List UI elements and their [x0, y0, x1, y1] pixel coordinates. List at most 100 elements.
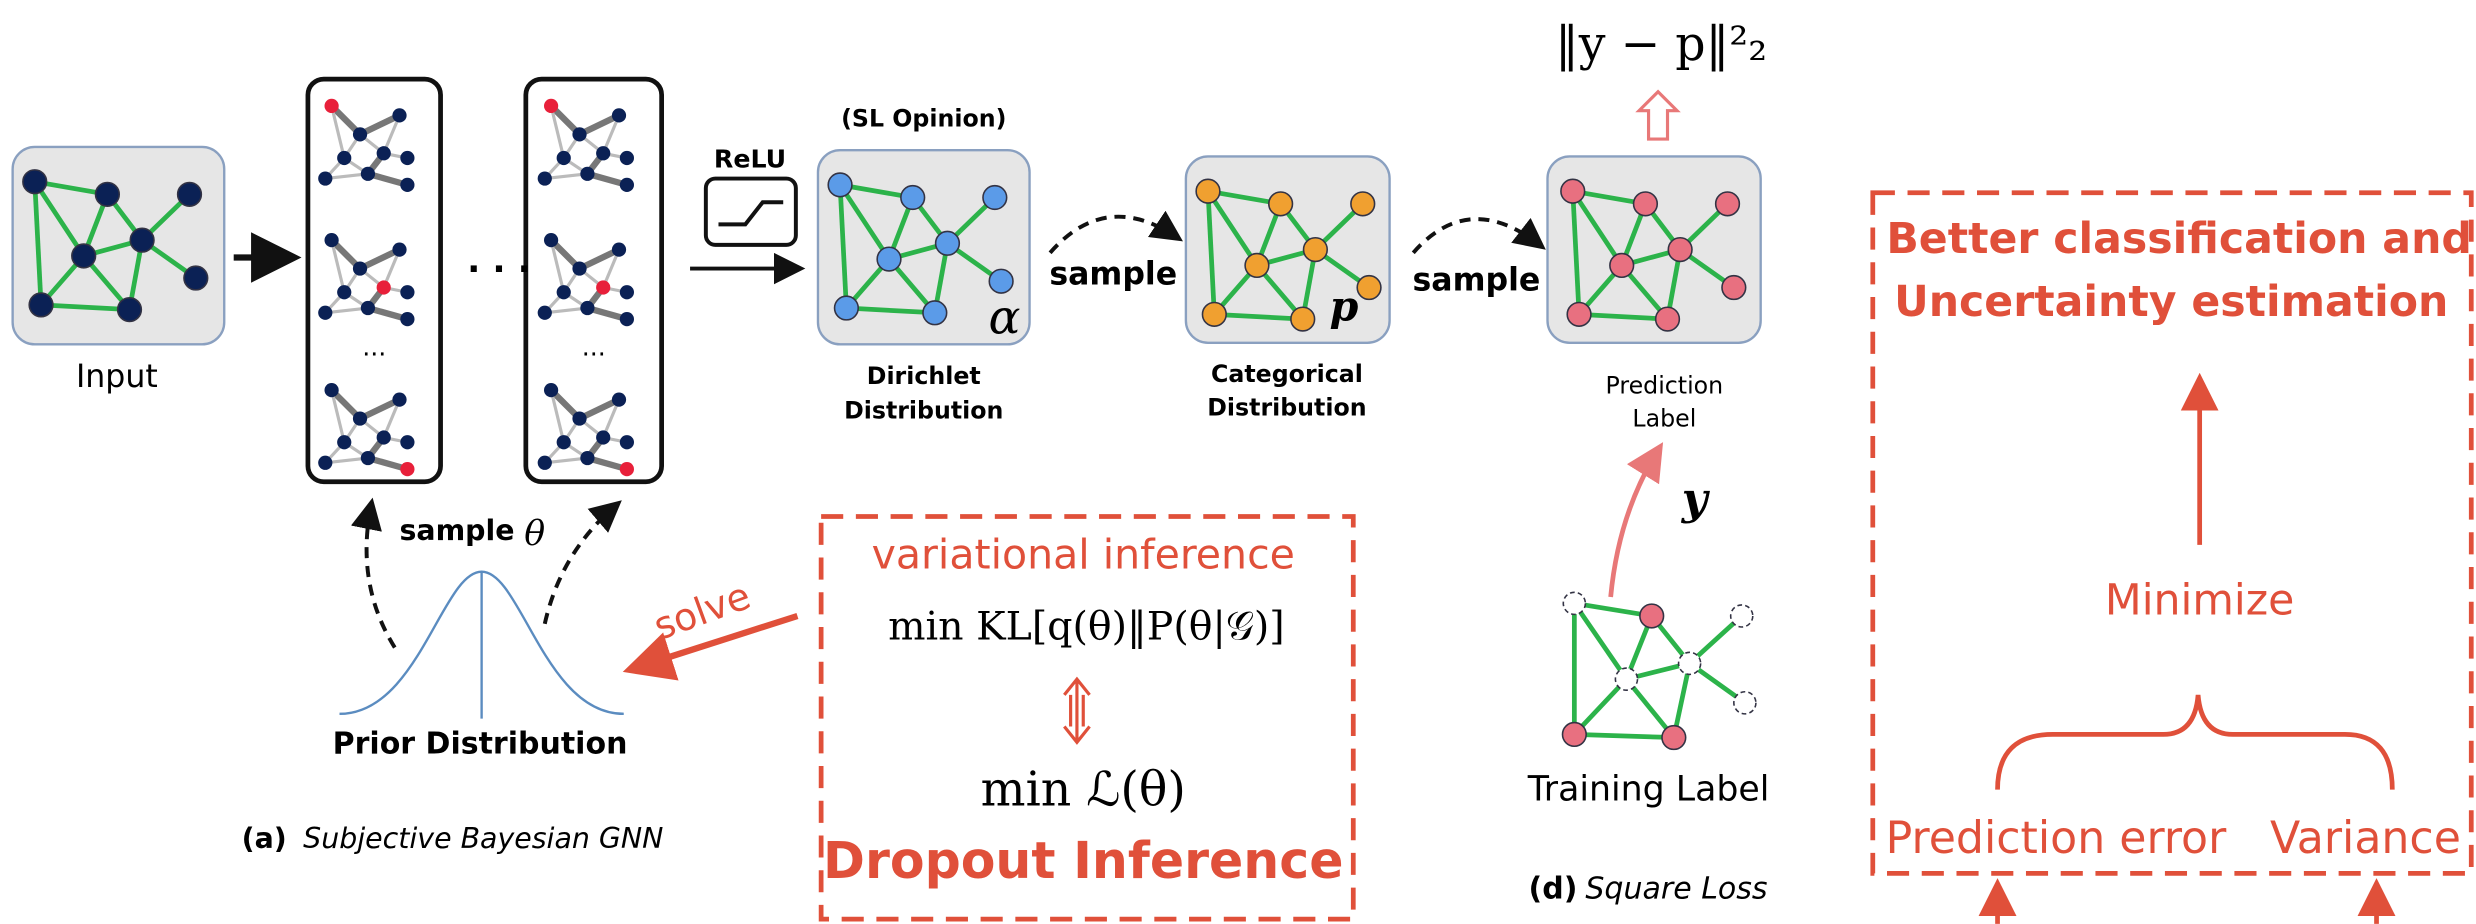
- caption-tag: (a): [242, 822, 287, 855]
- graph-part: [580, 451, 594, 465]
- caption-tag: (d): [1529, 872, 1578, 907]
- graph-part: [1196, 179, 1220, 203]
- graph-part: [118, 298, 142, 322]
- graph-part: [1202, 303, 1226, 327]
- graph-part: [325, 99, 339, 113]
- graph-part: [377, 430, 391, 444]
- graph-part: [580, 167, 594, 181]
- graph-part: [318, 171, 332, 185]
- graph-part: [72, 244, 96, 268]
- formula: min ℒ(θ): [981, 762, 1186, 817]
- graph-part: [178, 183, 202, 207]
- graph-part: [572, 127, 586, 141]
- graph-part: [392, 393, 406, 407]
- label: Variance: [2270, 813, 2461, 864]
- graph-part: [361, 301, 375, 315]
- label: sample: [400, 514, 515, 547]
- label: Label: [1632, 404, 1696, 432]
- graph-part: [544, 99, 558, 113]
- graph-part: [1634, 192, 1658, 216]
- ellipsis: ...: [582, 332, 606, 361]
- graph-part: [1734, 692, 1756, 714]
- graph-part: [337, 151, 351, 165]
- label: ReLU: [714, 145, 786, 174]
- graph-part: [1574, 603, 1626, 679]
- graph-part: [612, 243, 626, 257]
- graph-part: [1640, 604, 1664, 628]
- graph-part: [1567, 303, 1591, 327]
- graph-part: [392, 243, 406, 257]
- symbol: p: [1330, 282, 1359, 331]
- graph-part: [612, 393, 626, 407]
- graph-part: [1679, 652, 1701, 674]
- graph-part: [936, 231, 960, 255]
- graph-part: [337, 285, 351, 299]
- label: Prior Distribution: [333, 726, 628, 761]
- graph-part: [400, 435, 414, 449]
- symbol: y: [1681, 472, 1711, 524]
- label: Prediction: [1606, 371, 1724, 399]
- label: variational inference: [872, 531, 1295, 579]
- graph-part: [1574, 734, 1673, 737]
- graph-part: [620, 285, 634, 299]
- graph-part: [620, 178, 634, 192]
- caption: Square Loss: [1585, 872, 1767, 907]
- graph-part: [377, 280, 391, 294]
- graph-part: [337, 435, 351, 449]
- label: Dropout Inference: [823, 831, 1343, 890]
- label: sample: [1049, 256, 1177, 292]
- graph-part: [1656, 307, 1680, 331]
- graph-part: [620, 312, 634, 326]
- graph-part: [1291, 307, 1315, 331]
- graph-part: [96, 183, 120, 207]
- graph-part: [596, 146, 610, 160]
- graph-part: [1716, 192, 1740, 216]
- label: Input: [76, 359, 158, 395]
- diagram: Input · · · ... ... sample θ ReLU (SL Op…: [0, 0, 2476, 924]
- graph-part: [1668, 238, 1692, 262]
- graph-part: [557, 435, 571, 449]
- graph-part: [538, 456, 552, 470]
- graph-part: [1563, 592, 1585, 614]
- ellipsis: ...: [362, 332, 386, 361]
- graph-part: [1351, 192, 1375, 216]
- graph-part: [580, 301, 594, 315]
- graph-part: [184, 266, 208, 290]
- graph-part: [400, 151, 414, 165]
- label: Categorical: [1211, 360, 1363, 388]
- graph-part: [29, 293, 53, 317]
- graph-part: [1731, 605, 1753, 627]
- graph-part: [400, 285, 414, 299]
- label: Dirichlet: [867, 362, 981, 390]
- graph-part: [901, 186, 925, 210]
- graph-part: [1615, 668, 1637, 690]
- graph-part: [620, 435, 634, 449]
- graph-part: [620, 151, 634, 165]
- label: Distribution: [1207, 393, 1366, 421]
- graph-part: [353, 261, 367, 275]
- graph-part: [1662, 726, 1686, 750]
- graph-part: [557, 151, 571, 165]
- graph-part: [325, 233, 339, 247]
- label: Uncertainty estimation: [1894, 277, 2448, 327]
- label: Prediction error: [1886, 813, 2227, 864]
- page: Input · · · ... ... sample θ ReLU (SL Op…: [0, 0, 2476, 924]
- graph-part: [1561, 179, 1585, 203]
- graph-part: [1269, 192, 1293, 216]
- label: Better classification and: [1886, 214, 2472, 264]
- ellipsis: · · ·: [467, 250, 531, 290]
- symbol: θ: [524, 514, 545, 554]
- graph-part: [1357, 276, 1381, 300]
- graph-part: [361, 167, 375, 181]
- graph-part: [923, 301, 947, 325]
- graph-part: [983, 186, 1007, 210]
- shapes: [13, 79, 2472, 924]
- graph-part: [1563, 723, 1587, 747]
- label: Training Label: [1527, 770, 1770, 810]
- graph-part: [596, 430, 610, 444]
- symbol: α: [989, 290, 1021, 345]
- caption: Subjective Bayesian GNN: [303, 822, 663, 855]
- label: Minimize: [2105, 575, 2294, 625]
- label: sample: [1413, 263, 1541, 299]
- graph-part: [596, 280, 610, 294]
